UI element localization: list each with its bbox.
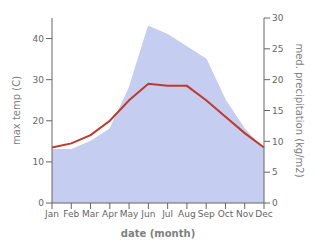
svg-text:30: 30: [272, 13, 284, 23]
svg-text:med. precipitation (kg/m2): med. precipitation (kg/m2): [294, 43, 305, 177]
svg-text:10: 10: [272, 137, 284, 147]
svg-text:Apr: Apr: [102, 209, 118, 219]
svg-text:0: 0: [272, 198, 278, 208]
svg-text:date (month): date (month): [121, 228, 195, 239]
svg-text:Mar: Mar: [82, 209, 99, 219]
svg-text:Sep: Sep: [198, 209, 215, 219]
svg-text:Feb: Feb: [63, 209, 79, 219]
svg-text:15: 15: [272, 106, 283, 116]
svg-text:0: 0: [38, 198, 44, 208]
svg-text:5: 5: [272, 167, 278, 177]
svg-text:Oct: Oct: [218, 209, 234, 219]
svg-text:20: 20: [272, 75, 284, 85]
svg-text:Aug: Aug: [178, 209, 196, 219]
svg-text:30: 30: [33, 75, 45, 85]
svg-text:Dec: Dec: [255, 209, 272, 219]
svg-text:May: May: [120, 209, 139, 219]
svg-text:max temp (C): max temp (C): [11, 76, 22, 145]
svg-text:Jan: Jan: [44, 209, 59, 219]
svg-text:40: 40: [33, 34, 45, 44]
svg-text:10: 10: [33, 157, 45, 167]
svg-text:Jun: Jun: [140, 209, 155, 219]
svg-text:20: 20: [33, 116, 45, 126]
svg-text:25: 25: [272, 44, 283, 54]
svg-text:Jul: Jul: [161, 209, 173, 219]
svg-text:Nov: Nov: [236, 209, 254, 219]
